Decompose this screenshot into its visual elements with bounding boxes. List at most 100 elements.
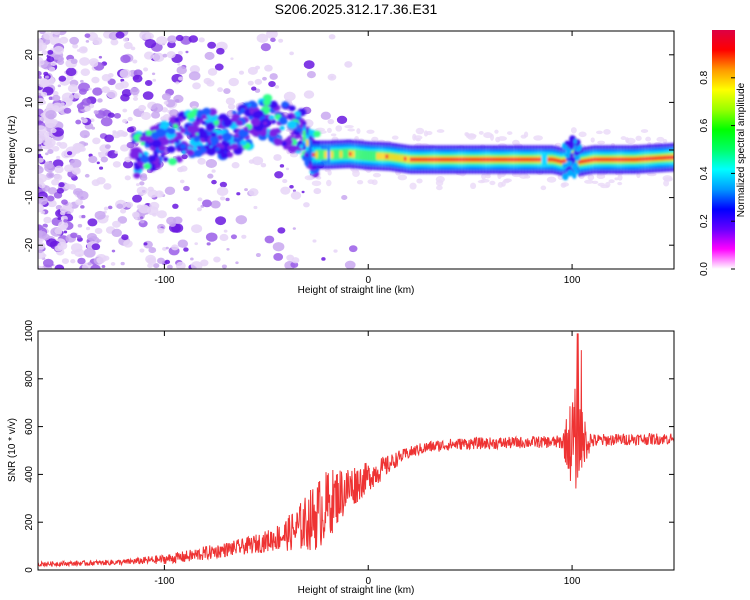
spectrogram-ridge-blob: [140, 155, 150, 164]
spectrogram-band-cell: [321, 149, 324, 160]
spectrogram-ridge-blob: [293, 111, 301, 118]
spectrogram-band-cell: [520, 157, 523, 162]
spectrogram-band-cell: [422, 157, 425, 162]
spectrogram-noise-blob: [228, 77, 239, 87]
spectrogram-noise-blob: [167, 35, 177, 44]
spectrogram-band-cell: [348, 151, 352, 156]
spectrogram-noise-blob: [252, 156, 264, 166]
spectrogram-noise-blob: [76, 234, 82, 239]
spectrogram-noise-blob: [268, 81, 276, 88]
spectrogram-noise-blob: [53, 45, 64, 55]
spectrogram-noise-blob: [152, 52, 165, 63]
spectrogram-noise-blob: [120, 208, 127, 214]
spectrogram-noise-blob: [164, 186, 176, 195]
spectrogram-noise-blob: [107, 205, 113, 210]
spectrogram-noise-blob: [132, 74, 143, 83]
spectrogram-noise-blob: [85, 39, 90, 43]
spectrogram-noise-blob: [47, 148, 54, 155]
spectrogram-noise-blob: [45, 142, 54, 150]
spectrogram-band-cell: [648, 156, 652, 161]
spectrogram-noise-blob: [124, 156, 132, 163]
spectrogram-ridge-blob: [151, 139, 162, 148]
spectrogram-ridge-blob: [213, 120, 220, 126]
chart-title: S206.2025.312.17.36.E31: [275, 1, 438, 17]
spectrogram-noise-blob: [99, 166, 104, 170]
spectrogram-noise-blob: [38, 157, 44, 163]
spectrogram-ridge-blob: [145, 130, 153, 136]
spectrogram-halo-blob: [578, 131, 587, 138]
spectrogram-noise-blob: [173, 94, 184, 103]
spectrogram-halo-blob: [372, 172, 382, 178]
spectrogram-noise-blob: [169, 109, 179, 117]
spectrogram-band-cell: [608, 157, 612, 162]
spectrogram-halo-blob: [413, 135, 423, 140]
spectrogram-band-cell: [666, 155, 670, 160]
spectrogram-band-cell: [306, 139, 309, 147]
snr-frame: [37, 330, 675, 571]
spectrogram-disturbance-blob: [564, 153, 571, 159]
spectrogram-ridge-blob: [193, 149, 203, 157]
spectrogram-noise-blob: [88, 87, 92, 91]
spectrogram-noise-blob: [213, 256, 221, 263]
spectrogram-noise-blob: [156, 210, 167, 219]
spectrogram-noise-blob: [40, 91, 48, 97]
spectrogram-halo-blob: [605, 181, 611, 188]
spectrogram-noise-blob: [190, 261, 203, 269]
spectrogram-band-cell: [489, 157, 493, 162]
spectrogram-band-cell: [599, 157, 603, 162]
spectrogram-noise-blob: [139, 248, 145, 253]
spectrogram-noise-blob: [116, 129, 126, 137]
spectrogram-noise-blob: [92, 37, 103, 45]
spectrogram-noise-blob: [112, 220, 121, 228]
spectrogram-noise-blob: [270, 37, 276, 43]
spectrogram-noise-blob: [175, 34, 184, 42]
spectrogram-noise-blob: [179, 165, 188, 172]
spectrogram-noise-blob: [107, 73, 114, 78]
spectrogram-noise-blob: [84, 33, 91, 38]
spectrogram-noise-blob: [135, 183, 140, 187]
spectrogram-noise-blob: [58, 182, 65, 188]
spectrogram-ridge-blob: [174, 155, 183, 163]
spectrogram-noise-blob: [277, 227, 286, 234]
spectrogram-noise-blob: [106, 89, 118, 99]
spectrogram-noise-blob: [344, 260, 356, 269]
spectrogram-noise-blob: [301, 190, 305, 194]
spectrogram-band-cell: [425, 157, 428, 162]
spectrogram-halo-blob: [497, 171, 506, 178]
spectrogram-halo-blob: [646, 172, 657, 177]
spectrogram-noise-blob: [139, 31, 151, 40]
spectrogram-noise-blob: [53, 173, 63, 181]
spectrogram-band-cell: [462, 157, 465, 162]
spectrogram-noise-blob: [175, 261, 186, 269]
spectrogram-noise-blob: [188, 71, 201, 81]
spectrogram-noise-blob: [111, 249, 116, 253]
spectrogram-noise-blob: [200, 259, 209, 267]
spectrogram-heatmap: [38, 31, 674, 269]
spectrogram-noise-blob: [97, 98, 103, 103]
spectrogram-noise-blob: [70, 243, 83, 253]
spectrogram-ridge-blob: [268, 100, 278, 109]
spectrogram-noise-blob: [136, 186, 148, 196]
spectrogram-band-cell: [449, 157, 453, 162]
snr-y-ticks: 0 200 400 600 800 1000: [24, 319, 674, 573]
spectrogram-band-cell: [541, 151, 545, 168]
spectrogram-halo-blob: [570, 127, 577, 134]
spectrogram-noise-blob: [111, 228, 122, 238]
spectrogram-ridge-blob: [202, 107, 211, 116]
spectrogram-noise-blob: [80, 116, 85, 120]
spectrogram-ridge-blob: [179, 143, 187, 150]
spectrogram-noise-blob: [38, 251, 46, 260]
spectrogram-ridge-blob: [287, 120, 298, 130]
spectrogram-ridge-blob: [215, 147, 220, 151]
spectrogram-band-cell: [614, 157, 618, 162]
spectrogram-noise-blob: [269, 73, 278, 80]
spectrogram-noise-blob: [273, 253, 284, 261]
spectrogram-noise-blob: [69, 36, 80, 45]
spectrogram-noise-blob: [54, 264, 65, 269]
spectrogram-noise-blob: [312, 239, 317, 243]
spectrogram-noise-blob: [241, 234, 247, 239]
spectrogram-halo-blob: [523, 175, 531, 179]
snr-x-label: Height of straight line (km): [298, 585, 415, 596]
spectrogram-noise-blob: [100, 116, 113, 127]
